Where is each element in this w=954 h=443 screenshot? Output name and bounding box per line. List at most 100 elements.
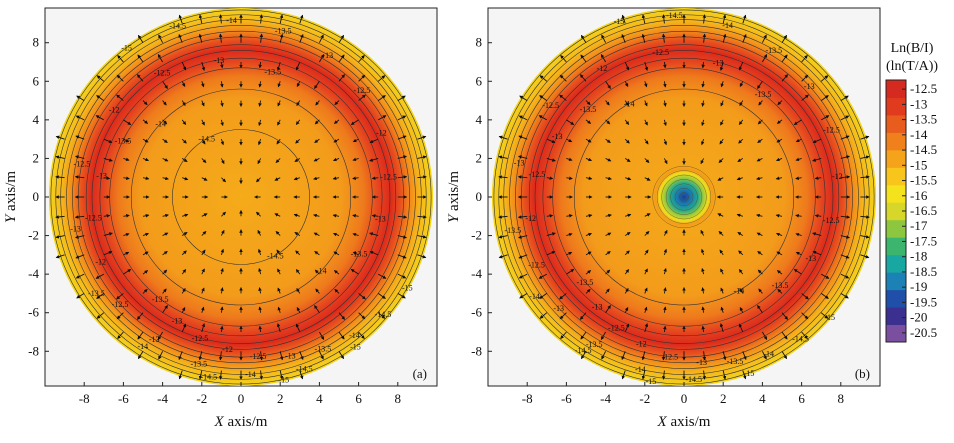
- contour-label: -14: [763, 350, 774, 359]
- y-tick-label: -4: [28, 266, 39, 281]
- vector-arrow: [201, 323, 206, 333]
- vector-arrow: [775, 176, 783, 181]
- contour-label: -15: [121, 44, 132, 53]
- vector-arrow: [295, 138, 301, 144]
- vector-arrow: [123, 176, 130, 180]
- vector-arrow: [259, 370, 264, 380]
- vector-arrow: [377, 115, 387, 121]
- vector-arrow: [162, 232, 169, 236]
- vector-arrow: [605, 138, 611, 143]
- vector-arrow: [621, 14, 626, 24]
- vector-arrow: [377, 312, 386, 319]
- vector-arrow: [663, 287, 667, 294]
- vector-arrow: [781, 74, 789, 82]
- vector-arrow: [840, 155, 850, 159]
- vector-arrow: [605, 100, 610, 106]
- contour-label: -13.5: [586, 340, 603, 349]
- vector-arrow: [722, 33, 727, 43]
- vector-arrow: [371, 176, 379, 180]
- vector-arrow: [257, 138, 262, 146]
- vector-arrow: [605, 176, 612, 181]
- contour-label: -13.5: [88, 289, 105, 298]
- contour-label: -12.5: [192, 334, 209, 343]
- vector-arrow: [756, 158, 763, 162]
- vector-arrow: [498, 215, 508, 219]
- vector-arrow: [801, 293, 809, 300]
- x-tick-label: -8: [522, 391, 533, 406]
- contour-label: -12.5: [608, 324, 625, 333]
- vector-arrow: [142, 119, 149, 124]
- vector-arrow: [182, 176, 189, 181]
- vector-arrow: [162, 213, 169, 218]
- vector-arrow: [96, 75, 105, 82]
- colorbar-tick-label: -13: [910, 96, 927, 111]
- vector-arrow: [220, 325, 224, 333]
- vector-arrow: [75, 115, 85, 121]
- y-tick-label: 2: [33, 150, 40, 165]
- vector-arrow: [559, 312, 567, 320]
- vector-arrow: [220, 287, 224, 294]
- vector-arrow: [566, 157, 573, 162]
- vector-arrow: [55, 235, 65, 239]
- contour-label: -13: [149, 335, 160, 344]
- vector-arrow: [162, 176, 169, 181]
- vector-arrow: [663, 119, 667, 127]
- vector-arrow: [142, 176, 150, 181]
- colorbar-swatch: [886, 202, 906, 221]
- vector-arrow: [201, 213, 208, 217]
- colorbar-tick-label: -16: [910, 188, 928, 203]
- vector-arrow: [644, 158, 650, 163]
- vector-arrow: [820, 293, 829, 299]
- vector-arrow: [220, 100, 224, 107]
- vector-arrow: [812, 138, 822, 144]
- contour-line: [72, 30, 410, 364]
- contour-label: -14.5: [575, 346, 592, 355]
- contour-line: [534, 50, 834, 344]
- vector-arrow: [218, 14, 223, 24]
- colorbar-tick-label: -16.5: [910, 203, 937, 218]
- vector-arrow: [801, 331, 808, 340]
- vector-arrow: [840, 115, 850, 121]
- vector-arrow: [350, 268, 359, 275]
- vector-arrow: [256, 177, 261, 183]
- vector-arrow: [103, 176, 111, 180]
- contour-label: -12: [376, 129, 387, 138]
- x-axis-label-italic: X: [657, 414, 668, 430]
- vector-arrow: [220, 267, 224, 275]
- vector-arrow: [840, 175, 851, 179]
- contour-label: -14: [316, 267, 327, 276]
- vector-arrow: [279, 14, 284, 24]
- vector-arrow: [116, 74, 124, 82]
- vector-arrow: [75, 254, 85, 259]
- vector-arrow: [600, 331, 606, 341]
- vector-arrow: [539, 293, 548, 299]
- vector-arrow: [369, 138, 379, 144]
- vector-arrow: [566, 176, 573, 180]
- vector-arrow: [700, 229, 705, 236]
- x-axis-label-rest: axis/m: [224, 414, 268, 430]
- contour-label: -15: [350, 342, 361, 351]
- vector-arrow: [739, 100, 744, 107]
- vector-arrow: [279, 33, 284, 43]
- y-tick-label: -6: [471, 305, 482, 320]
- vector-arrow: [74, 175, 85, 179]
- colorbar-swatch: [886, 132, 906, 151]
- x-axis-label: X axis/m: [214, 414, 268, 430]
- colorbar-swatch: [886, 272, 906, 291]
- vector-arrow: [371, 214, 379, 218]
- contour-label: -14: [245, 370, 256, 379]
- contour-label: -15: [278, 375, 289, 384]
- vector-arrow: [566, 251, 573, 256]
- contour-label: -14: [734, 287, 745, 296]
- vector-arrow: [103, 232, 113, 237]
- vector-arrow: [820, 312, 829, 319]
- vector-arrow: [96, 95, 105, 101]
- vector-arrow: [358, 331, 365, 340]
- vector-arrow: [560, 54, 567, 63]
- contour-label: -13: [70, 225, 81, 234]
- vector-arrow: [738, 119, 744, 125]
- vector-arrow: [701, 287, 705, 294]
- vector-arrow: [338, 351, 345, 360]
- vector-arrow: [178, 34, 183, 43]
- vector-arrow: [276, 249, 281, 256]
